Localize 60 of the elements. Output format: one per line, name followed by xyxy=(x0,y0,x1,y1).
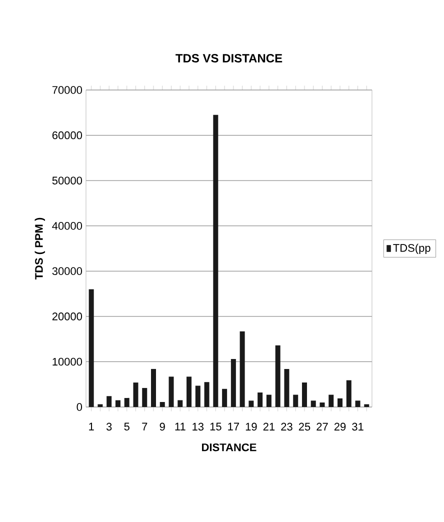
bar xyxy=(284,368,290,407)
bar xyxy=(186,376,192,407)
bar xyxy=(168,376,174,407)
bar xyxy=(115,400,120,407)
x-tick-label: 27 xyxy=(316,422,328,430)
x-tick-label: 19 xyxy=(246,422,257,431)
chart-title: TDS VS DISTANCE xyxy=(176,54,282,62)
bar xyxy=(204,382,210,407)
x-tick-label: 9 xyxy=(160,422,165,431)
bar xyxy=(151,368,156,407)
bar xyxy=(258,392,263,407)
bar xyxy=(133,382,138,407)
bar xyxy=(195,386,200,407)
y-tick-label: 20000 xyxy=(52,312,82,320)
bar xyxy=(328,394,334,407)
y-tick-label: 50000 xyxy=(52,176,82,184)
bar xyxy=(320,402,325,407)
x-tick-label: 21 xyxy=(263,422,275,430)
y-tick-label: 70000 xyxy=(52,86,82,94)
bar xyxy=(275,345,280,407)
bar xyxy=(106,396,112,407)
bar xyxy=(230,358,236,407)
bar xyxy=(355,400,360,407)
x-tick-label: 15 xyxy=(210,422,222,430)
bar xyxy=(293,394,298,407)
y-tick-label: 30000 xyxy=(52,267,82,276)
bar xyxy=(338,398,343,407)
bar xyxy=(310,400,316,407)
bar xyxy=(302,382,307,407)
x-tick-label: 3 xyxy=(106,422,112,431)
y-tick-label: 0 xyxy=(76,403,82,411)
x-tick-label: 25 xyxy=(298,422,310,431)
bar xyxy=(240,331,245,407)
bar xyxy=(124,398,130,407)
x-tick-label: 5 xyxy=(124,422,130,430)
x-tick-label: 13 xyxy=(192,422,204,431)
x-tick-label: 1 xyxy=(89,422,94,430)
x-tick-label: 31 xyxy=(352,422,364,431)
x-axis-title: DISTANCE xyxy=(202,443,256,452)
bar xyxy=(142,388,148,407)
bar xyxy=(178,400,183,407)
y-tick-label: 40000 xyxy=(52,222,82,230)
x-tick-label: 23 xyxy=(281,422,292,431)
bar xyxy=(98,404,103,407)
x-tick-label: 7 xyxy=(142,422,148,430)
bar xyxy=(88,289,94,407)
x-tick-label: 29 xyxy=(334,422,346,431)
y-tick-label: 10000 xyxy=(52,358,82,366)
bar xyxy=(248,400,254,407)
bar xyxy=(346,380,352,407)
bar xyxy=(213,114,218,407)
x-tick-label: 11 xyxy=(175,422,186,430)
y-axis-title: TDS ( PPM ) xyxy=(34,218,45,280)
bar xyxy=(222,388,228,407)
x-tick-label: 17 xyxy=(228,422,239,430)
bar xyxy=(266,394,272,407)
bar xyxy=(160,402,165,407)
legend-label: TDS(pp xyxy=(393,244,430,254)
y-tick-label: 60000 xyxy=(52,131,82,140)
bar xyxy=(364,404,370,407)
